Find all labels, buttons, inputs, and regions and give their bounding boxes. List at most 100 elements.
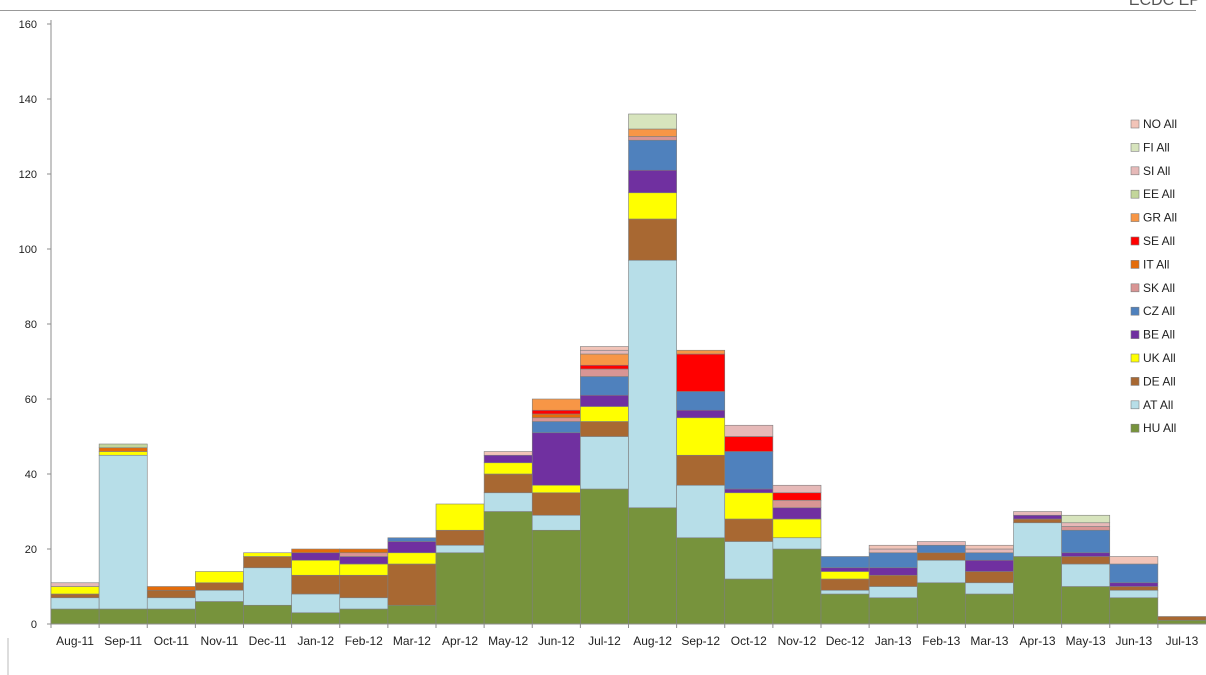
legend-swatch [1130,143,1140,152]
legend-swatch [1130,330,1140,339]
bar-segment [1013,518,1062,524]
bar-segment [387,604,437,625]
bar-segment [1013,556,1062,625]
x-tick-label: Dec-12 [826,634,865,648]
bar-segment [146,589,196,599]
legend-swatch [1130,306,1140,316]
bar-segment [772,537,822,550]
bar-segment [1013,514,1062,520]
bar-segment [580,406,629,422]
bar-segment [291,574,341,595]
bar-segment [1061,556,1111,565]
bar-segment [531,492,581,516]
x-tick-label: Sep-11 [104,634,142,648]
bar-segment [531,417,581,422]
x-tick-label: Nov-11 [201,634,239,648]
bar-segment [580,488,629,625]
x-tick-label: Mar-12 [393,634,431,648]
y-tick-label: 120 [19,169,37,181]
bar-segment [243,556,292,569]
bar-segment [146,586,196,591]
legend-label: CZ All [1143,304,1175,318]
legend-swatch [1130,166,1140,176]
y-tick-label: 20 [25,544,37,556]
legend-swatch [1130,213,1140,222]
bar-segment [676,484,726,539]
bar-segment [628,218,677,261]
y-tick-label: 160 [19,19,37,31]
bar-segment [580,421,629,437]
bar-segment [531,514,581,531]
bar-segment [965,544,1014,550]
bar-segment [339,563,389,576]
bar-segment [291,559,341,576]
bar-segment [772,499,822,509]
bar-segment [387,563,437,606]
bar-segment [291,612,341,625]
x-tick-label: Oct-12 [731,634,767,648]
y-tick-label: 0 [31,619,37,631]
x-tick-label: Jul-12 [588,634,621,648]
y-tick-label: 140 [19,94,37,106]
bar-segment [435,503,485,531]
bar-segment [531,398,581,411]
bar-segment [724,518,774,542]
bar-segment [965,552,1014,561]
bar-segment [580,353,629,366]
legend-label: FI All [1143,140,1170,154]
legend-label: GR All [1143,211,1177,225]
bar-segment [868,586,918,599]
bar-segment [1061,526,1111,531]
bar-segment [820,589,870,595]
bar-segment [1109,597,1159,625]
bar-segment [965,571,1014,584]
x-tick-label: Feb-13 [922,634,960,648]
bar-segment [1061,552,1111,557]
bar-segment [628,139,677,171]
bar-segment [146,608,196,625]
bar-segment [868,574,918,587]
bar-segment [531,413,581,419]
bar-segment [772,507,822,520]
legend-label: UK All [1143,351,1176,365]
bar-segment [724,424,774,437]
bar-segment [1109,556,1159,565]
bar-segment [628,169,677,194]
bar-segment [291,548,341,554]
bar-segment [676,349,726,355]
bar-segment [820,593,870,625]
bar-segment [916,544,966,554]
bar-segment [195,601,244,625]
bar-segment [965,593,1014,625]
bar-segment [195,571,244,584]
legend-swatch [1130,260,1140,269]
bar-segment [435,552,485,625]
bar-segment [772,484,822,494]
bar-segment [580,349,629,355]
bar-segment [531,409,581,415]
bar-segment [291,593,341,614]
bar-segment [820,567,870,572]
bar-segment [965,582,1014,595]
bar-segment [580,368,629,377]
bar-segment [483,454,533,464]
bar-segment [98,454,148,610]
bar-segment [965,559,1014,572]
legend-label: BE All [1143,328,1175,342]
bar-segment [483,492,533,512]
bar-segment [1013,511,1062,516]
legend-label: NO All [1143,117,1177,131]
bar-segment [195,589,244,602]
x-tick-label: Aug-12 [633,634,672,648]
bar-segment [965,548,1014,554]
bar-segment [435,544,485,554]
x-tick-label: Jul-13 [1166,634,1199,648]
x-tick-label: Sep-12 [681,634,720,648]
bar-segment [291,552,341,561]
bar-segment [628,128,677,137]
bar-segment [916,541,966,546]
bar-segment [580,394,629,407]
bar-segment [339,548,389,554]
x-tick-label: Jan-13 [875,634,912,648]
